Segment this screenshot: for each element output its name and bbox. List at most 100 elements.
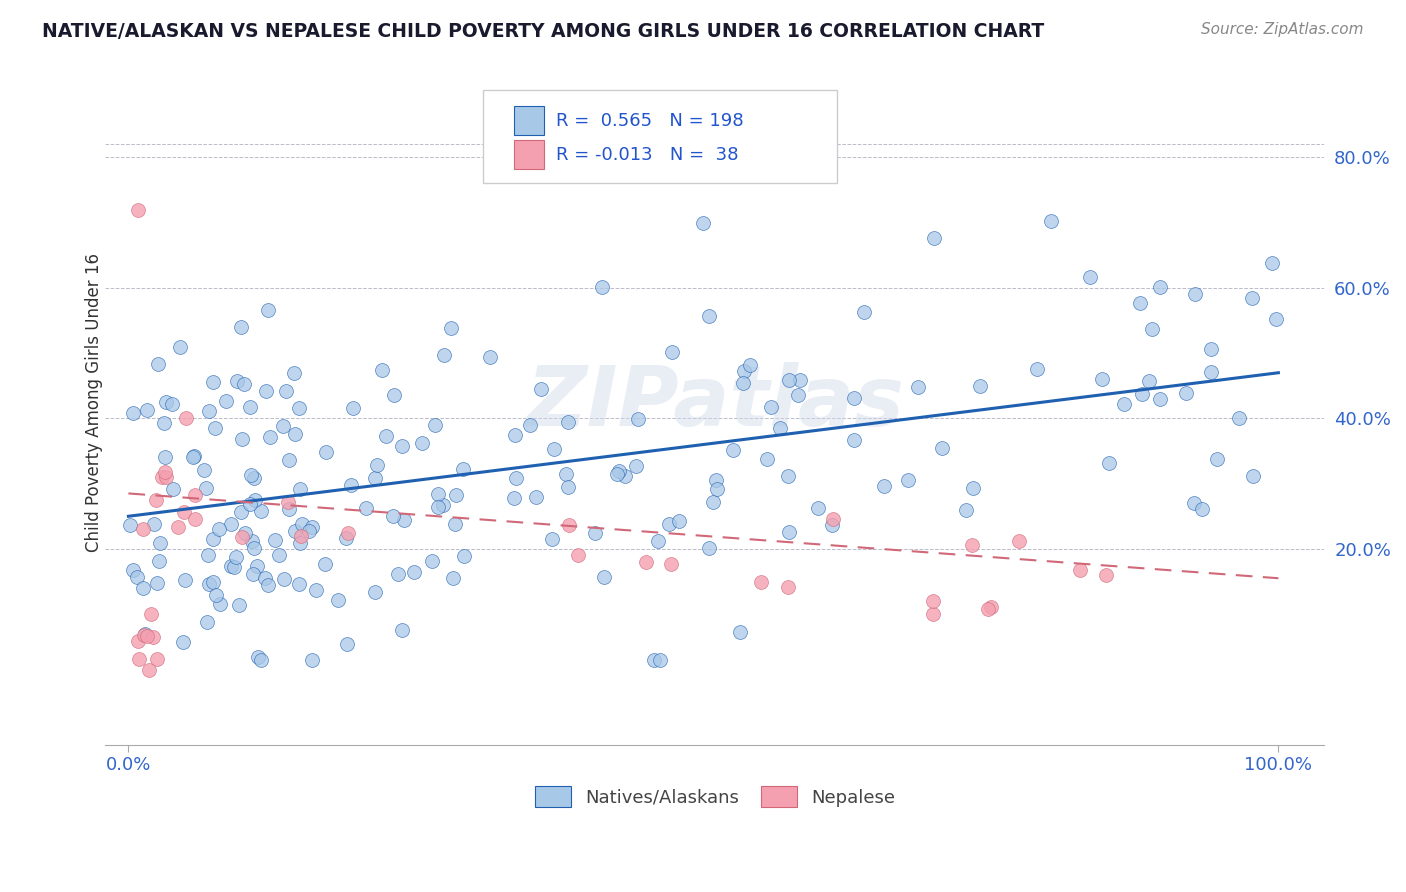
Point (291, 517, 314, 532)
Point (242, 567, 264, 582)
Point (288, 401, 311, 416)
Point (243, 541, 266, 555)
Point (169, 340, 191, 354)
Point (127, 570, 149, 584)
Point (226, 375, 249, 389)
Point (704, 473, 727, 487)
Point (314, 557, 336, 571)
Point (283, 367, 305, 381)
Point (253, 571, 276, 585)
Point (1130, 387, 1153, 401)
Point (643, 653, 665, 667)
Point (1039, 213, 1062, 227)
Point (243, 471, 266, 485)
Point (505, 428, 527, 442)
Point (201, 375, 224, 389)
FancyBboxPatch shape (484, 90, 837, 183)
Point (738, 358, 761, 372)
Point (897, 473, 920, 487)
Point (152, 416, 174, 430)
Point (228, 599, 250, 613)
Point (440, 321, 463, 335)
Point (354, 501, 377, 516)
Point (658, 516, 681, 531)
Text: R = -0.013   N =  38: R = -0.013 N = 38 (557, 145, 740, 164)
Point (233, 526, 256, 541)
Point (444, 488, 467, 502)
Point (1098, 456, 1121, 470)
Point (167, 519, 190, 533)
Point (146, 575, 169, 590)
Point (524, 491, 547, 505)
Point (1227, 411, 1250, 425)
Point (977, 602, 1000, 616)
Point (134, 627, 156, 641)
Point (150, 469, 173, 483)
Point (335, 532, 357, 546)
Point (122, 406, 145, 420)
Point (647, 533, 669, 548)
Bar (513, 140, 544, 169)
Point (853, 305, 876, 319)
Point (146, 357, 169, 371)
Point (250, 504, 273, 518)
Point (761, 400, 783, 414)
Point (1241, 468, 1264, 483)
Point (231, 432, 253, 446)
Point (146, 652, 169, 666)
Point (844, 391, 866, 405)
Point (807, 500, 830, 515)
Point (1069, 563, 1091, 577)
Point (931, 441, 953, 455)
Point (375, 428, 398, 442)
Point (366, 458, 388, 472)
Point (215, 393, 238, 408)
Point (145, 493, 167, 508)
Point (922, 231, 945, 245)
Point (288, 536, 311, 550)
Point (233, 376, 256, 391)
Point (336, 637, 359, 651)
Point (749, 574, 772, 589)
Point (453, 549, 475, 563)
Point (962, 481, 984, 495)
Point (225, 550, 247, 565)
Point (627, 411, 650, 425)
Point (1182, 496, 1205, 510)
Point (259, 430, 281, 444)
Point (1137, 374, 1160, 388)
Point (342, 401, 364, 416)
Point (132, 522, 155, 536)
Point (173, 505, 195, 519)
Point (778, 468, 800, 483)
Point (541, 533, 564, 547)
Point (519, 418, 541, 433)
Point (229, 505, 252, 519)
Point (204, 421, 226, 435)
Text: ZIPatlas: ZIPatlas (526, 361, 904, 442)
Point (420, 554, 443, 568)
Point (583, 526, 606, 541)
Point (135, 403, 157, 417)
Point (231, 530, 253, 544)
Point (730, 624, 752, 639)
Point (723, 443, 745, 458)
Point (231, 319, 253, 334)
Point (426, 500, 449, 515)
Point (118, 518, 141, 533)
Point (733, 364, 755, 378)
Point (778, 524, 800, 539)
Point (624, 459, 647, 474)
Point (239, 467, 262, 482)
Point (1261, 256, 1284, 270)
Point (443, 517, 465, 532)
Point (209, 597, 232, 611)
Point (1149, 392, 1171, 406)
Point (364, 585, 387, 599)
Point (661, 344, 683, 359)
Point (193, 463, 215, 477)
Point (298, 524, 321, 538)
Point (391, 439, 413, 453)
Point (699, 541, 721, 555)
Point (239, 497, 262, 511)
